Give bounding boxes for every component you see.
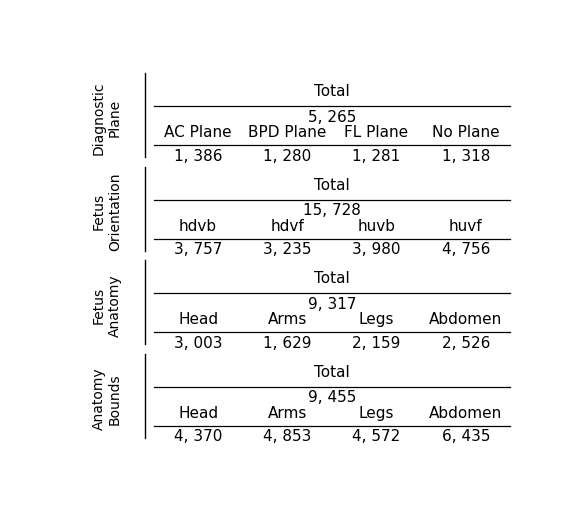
Text: Total: Total bbox=[314, 364, 350, 379]
Text: huvb: huvb bbox=[358, 218, 396, 233]
Text: 6, 435: 6, 435 bbox=[442, 428, 490, 443]
Text: Head: Head bbox=[178, 312, 218, 327]
Text: hdvb: hdvb bbox=[179, 218, 217, 233]
Text: 2, 159: 2, 159 bbox=[352, 335, 401, 350]
Text: Arms: Arms bbox=[268, 405, 307, 420]
Text: 1, 280: 1, 280 bbox=[263, 148, 312, 163]
Text: 3, 757: 3, 757 bbox=[174, 242, 223, 257]
Text: Total: Total bbox=[314, 84, 350, 99]
Text: 4, 572: 4, 572 bbox=[352, 428, 400, 443]
Text: 9, 455: 9, 455 bbox=[308, 389, 356, 405]
Text: Fetus
Anatomy: Fetus Anatomy bbox=[92, 273, 122, 336]
Text: Anatomy
Bounds: Anatomy Bounds bbox=[92, 367, 122, 429]
Text: 1, 281: 1, 281 bbox=[352, 148, 400, 163]
Text: FL Plane: FL Plane bbox=[344, 125, 408, 140]
Text: 2, 526: 2, 526 bbox=[442, 335, 490, 350]
Text: huvf: huvf bbox=[449, 218, 483, 233]
Text: 9, 317: 9, 317 bbox=[308, 296, 356, 311]
Text: Arms: Arms bbox=[268, 312, 307, 327]
Text: Diagnostic
Plane: Diagnostic Plane bbox=[92, 81, 122, 155]
Text: hdvf: hdvf bbox=[271, 218, 304, 233]
Text: Head: Head bbox=[178, 405, 218, 420]
Text: Abdomen: Abdomen bbox=[429, 405, 502, 420]
Text: 15, 728: 15, 728 bbox=[303, 203, 361, 218]
Text: 1, 386: 1, 386 bbox=[174, 148, 223, 163]
Text: 4, 853: 4, 853 bbox=[263, 428, 312, 443]
Text: No Plane: No Plane bbox=[432, 125, 499, 140]
Text: 1, 629: 1, 629 bbox=[263, 335, 312, 350]
Text: BPD Plane: BPD Plane bbox=[248, 125, 327, 140]
Text: 3, 235: 3, 235 bbox=[263, 242, 312, 257]
Text: AC Plane: AC Plane bbox=[164, 125, 232, 140]
Text: 5, 265: 5, 265 bbox=[308, 110, 356, 124]
Text: Fetus
Orientation: Fetus Orientation bbox=[92, 172, 122, 250]
Text: Abdomen: Abdomen bbox=[429, 312, 502, 327]
Text: 4, 756: 4, 756 bbox=[442, 242, 490, 257]
Text: 3, 980: 3, 980 bbox=[352, 242, 401, 257]
Text: Legs: Legs bbox=[359, 312, 394, 327]
Text: 3, 003: 3, 003 bbox=[174, 335, 223, 350]
Text: 1, 318: 1, 318 bbox=[442, 148, 490, 163]
Text: Total: Total bbox=[314, 271, 350, 286]
Text: Total: Total bbox=[314, 178, 350, 192]
Text: 4, 370: 4, 370 bbox=[174, 428, 223, 443]
Text: Legs: Legs bbox=[359, 405, 394, 420]
